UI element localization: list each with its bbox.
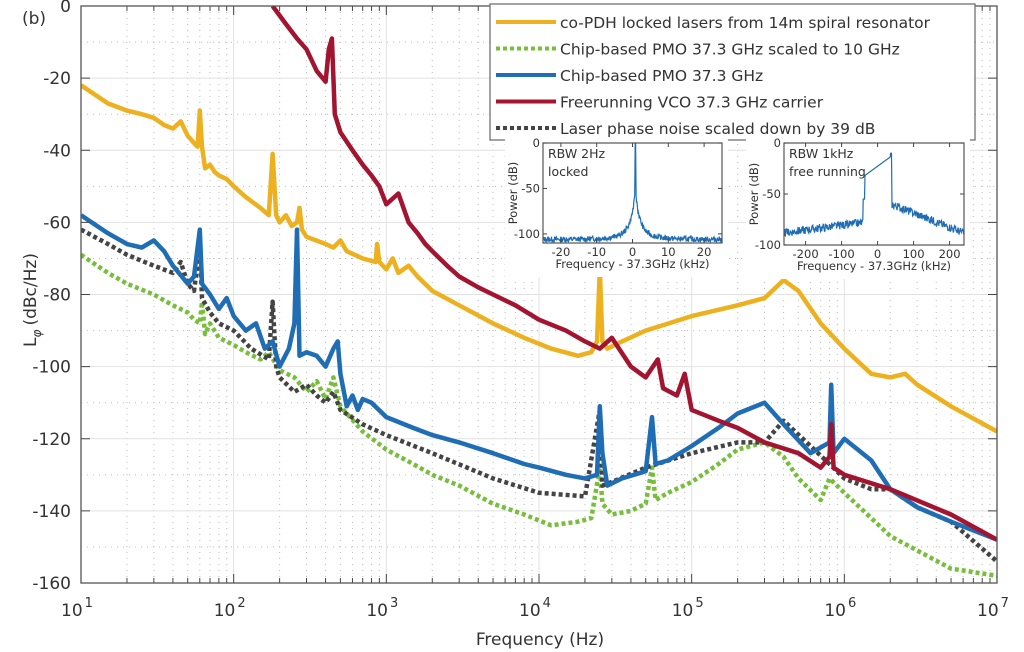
series-line-2 — [81, 213, 997, 542]
inset-background — [505, 137, 728, 277]
legend-label: Laser phase noise scaled down by 39 dB — [560, 120, 875, 138]
inset-title-line1: RBW 1kHz — [789, 146, 854, 161]
legend-label: Freerunning VCO 37.3 GHz carrier — [560, 94, 824, 112]
curves-layer — [81, 6, 997, 579]
y-tick-label: -40 — [43, 141, 71, 161]
inset-y-tick-label: -100 — [514, 227, 540, 241]
inset-x-label: Frequency - 37.3GHz (kHz) — [797, 259, 951, 273]
inset-x-tick-label: 0 — [629, 245, 636, 259]
series-line-0 — [81, 83, 997, 434]
inset-x-tick-label: 200 — [939, 247, 961, 261]
inset-x-tick-label: -20 — [552, 245, 571, 259]
y-tick-label: 0 — [60, 0, 71, 17]
inset-y-tick-label: -50 — [762, 187, 781, 201]
y-tick-label: -60 — [43, 213, 71, 233]
legend-label: co-PDH locked lasers from 14m spiral res… — [560, 14, 931, 32]
x-axis-label: Frequency (Hz) — [476, 630, 604, 650]
inset-x-tick-label: -200 — [793, 247, 819, 261]
series-line-3 — [270, 6, 997, 542]
x-tick-label: 10 1 — [61, 596, 93, 621]
inset-y-label: Power (dB) — [747, 163, 761, 226]
inset-trace — [783, 152, 965, 238]
svg-text:Lφ(dBc/Hz): Lφ (dBc/Hz) — [21, 253, 44, 347]
inset-title-line1: RBW 2Hz — [548, 146, 606, 161]
inset-title-line2: free running — [789, 164, 866, 179]
y-label-sub: φ — [30, 329, 44, 337]
inset-background — [746, 137, 970, 279]
inset-x-tick-label: -100 — [829, 247, 855, 261]
legend-label: Chip-based PMO 37.3 GHz scaled to 10 GHz — [560, 41, 900, 59]
y-tick-label: -100 — [32, 358, 71, 378]
x-tick-label: 10 2 — [214, 596, 246, 621]
x-tick-label: 10 5 — [672, 596, 704, 621]
y-tick-label: -20 — [43, 69, 71, 89]
inset-title-line2: locked — [548, 164, 588, 179]
inset-x-tick-label: 20 — [697, 245, 712, 259]
x-tick-label: 10 4 — [519, 596, 551, 621]
legend-box — [489, 3, 976, 141]
panel-label: (b) — [22, 9, 46, 29]
series-line-1 — [81, 252, 997, 579]
inset-x-tick-label: -10 — [587, 245, 606, 259]
y-axis-label: Lφ (dBc/Hz) — [21, 253, 44, 347]
inset-x-tick-label: 10 — [661, 245, 676, 259]
inset-x-tick-label: 0 — [874, 247, 881, 261]
x-tick-label: 10 6 — [824, 596, 856, 621]
y-tick-label: -120 — [32, 430, 71, 450]
inset-y-tick-label: -100 — [755, 238, 781, 252]
x-tick-label: 10 7 — [977, 596, 1009, 621]
inset-y-tick-label: 0 — [774, 136, 781, 150]
x-tick-label: 10 3 — [366, 596, 398, 621]
y-label-main: L — [21, 337, 41, 347]
y-tick-label: -140 — [32, 502, 71, 522]
legend: co-PDH locked lasers from 14m spiral res… — [489, 3, 976, 141]
y-tick-label: -80 — [43, 286, 71, 306]
y-tick-label: -160 — [32, 574, 71, 594]
inset-x-tick-label: 100 — [903, 247, 925, 261]
inset-y-label: Power (dB) — [506, 162, 520, 225]
inset-y-tick-label: -50 — [521, 181, 540, 195]
legend-label: Chip-based PMO 37.3 GHz — [560, 67, 763, 85]
inset-x-label: Frequency - 37.3GHz (kHz) — [555, 257, 709, 271]
inset-trace — [542, 142, 723, 244]
grid — [80, 5, 998, 584]
y-label-unit: (dBc/Hz) — [21, 253, 41, 326]
inset-y-tick-label: 0 — [533, 136, 540, 150]
